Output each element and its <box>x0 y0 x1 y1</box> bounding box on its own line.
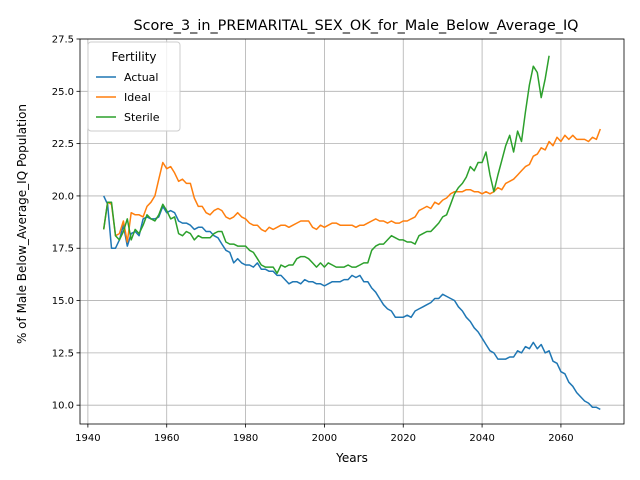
x-tick-label: 2040 <box>469 433 494 444</box>
y-axis-ticks: 10.0 12.5 15.0 17.5 20.0 22.5 25.0 27.5 <box>52 35 80 412</box>
x-tick-label: 1940 <box>75 433 100 444</box>
y-tick-label: 22.5 <box>52 139 74 150</box>
x-axis-ticks: 1940 1960 1980 2000 2020 2040 2060 <box>75 424 574 444</box>
y-tick-label: 25.0 <box>52 87 74 98</box>
y-tick-label: 15.0 <box>52 296 74 307</box>
y-axis-label: % of Male Below_Average_IQ Population <box>15 104 29 344</box>
series-line-sterile <box>102 55 550 275</box>
x-tick-label: 1980 <box>233 433 258 444</box>
y-tick-label: 20.0 <box>52 191 74 202</box>
x-tick-label: 2060 <box>548 433 573 444</box>
grid <box>80 38 624 424</box>
x-tick-label: 2000 <box>312 433 337 444</box>
legend-label-sterile: Sterile <box>124 111 160 124</box>
legend-title: Fertility <box>111 50 156 64</box>
y-tick-label: 10.0 <box>52 401 74 412</box>
x-tick-label: 2020 <box>391 433 416 444</box>
legend-box <box>87 41 181 132</box>
chart-title: Score_3_in_PREMARITAL_SEX_OK_for_Male_Be… <box>133 18 578 34</box>
series-line-actual <box>103 195 601 411</box>
plot-frame <box>79 38 625 425</box>
legend-label-ideal: Ideal <box>124 91 151 104</box>
series-line-ideal <box>102 128 602 243</box>
legend: Fertility Actual Ideal Sterile <box>87 41 181 132</box>
legend-label-actual: Actual <box>124 71 158 84</box>
x-tick-label: 1960 <box>154 433 179 444</box>
series-lines <box>102 55 602 411</box>
x-axis-label: Years <box>335 451 368 465</box>
y-tick-label: 17.5 <box>52 244 74 255</box>
y-tick-label: 12.5 <box>52 348 74 359</box>
y-tick-label: 27.5 <box>52 35 74 46</box>
